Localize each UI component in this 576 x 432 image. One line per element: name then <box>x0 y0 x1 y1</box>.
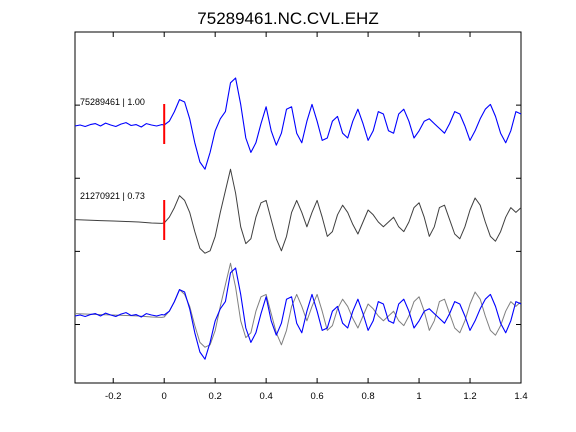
x-tick-label: 0.6 <box>311 391 324 402</box>
overlay-line-primary <box>74 267 522 360</box>
trace-label-primary: 75289461 | 1.00 <box>80 97 145 107</box>
x-tick-label: 1 <box>416 391 421 402</box>
plot-frame <box>74 31 522 384</box>
trace-label-template: 21270921 | 0.73 <box>80 191 145 201</box>
x-tick-label: 0.8 <box>361 391 374 402</box>
x-tick-label: 1.2 <box>463 391 476 402</box>
x-tick-label: 0.2 <box>209 391 222 402</box>
trace-line-template <box>74 168 522 254</box>
overlay-line-template <box>74 262 522 348</box>
x-tick-label: 0.4 <box>260 391 273 402</box>
y-axis-ticks <box>75 104 521 325</box>
x-axis-ticks: -0.2 0 0.2 0.4 0.6 0.8 1 1.2 1.4 <box>105 32 528 402</box>
trace-group <box>74 77 522 360</box>
x-tick-label: 0 <box>162 391 167 402</box>
x-tick-label: -0.2 <box>105 391 121 402</box>
x-tick-label: 1.4 <box>514 391 527 402</box>
trace-line-primary <box>74 77 522 170</box>
chart-title: 75289461.NC.CVL.EHZ <box>197 9 378 28</box>
